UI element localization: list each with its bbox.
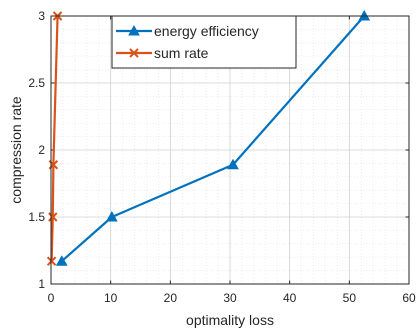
legend-marker — [129, 48, 139, 58]
legend-label-sum-rate: sum rate — [154, 45, 209, 61]
series-line-energy-efficiency — [61, 15, 366, 263]
series-line-sum-rate — [50, 15, 59, 262]
data-point-energy-efficiency — [227, 158, 239, 170]
legend: energy efficiency sum rate — [111, 15, 297, 69]
legend-label-energy-efficiency: energy efficiency — [154, 23, 259, 39]
series-layer — [46, 9, 371, 266]
x-tick-label: 10 — [104, 291, 118, 305]
y-tick-label: 1.5 — [28, 210, 45, 224]
x-marker-stroke — [46, 256, 57, 266]
y-tick-label: 1 — [38, 277, 45, 291]
data-point-energy-efficiency — [55, 255, 68, 266]
x-axis-label: optimality loss — [186, 312, 274, 328]
x-marker-stroke — [129, 48, 139, 58]
x-tick-label: 50 — [343, 291, 357, 305]
x-tick-label: 30 — [223, 291, 237, 305]
y-tick-label: 2 — [38, 143, 45, 157]
x-tick-label: 20 — [164, 291, 178, 305]
x-tick-label: 60 — [402, 291, 416, 305]
x-marker-stroke — [48, 212, 58, 222]
legend-box — [111, 15, 297, 69]
y-tick-label: 2.5 — [28, 76, 45, 90]
legend-marker — [128, 24, 140, 36]
legend-item-energy-efficiency: energy efficiency — [116, 23, 259, 39]
legend-item-sum-rate: sum rate — [116, 45, 209, 61]
y-tick-label: 3 — [38, 9, 45, 23]
x-tick-label: 0 — [48, 291, 55, 305]
data-point-sum-rate — [48, 212, 58, 222]
y-axis-label: compression rate — [8, 96, 24, 204]
data-point-sum-rate — [46, 256, 57, 266]
data-point-energy-efficiency — [106, 210, 118, 222]
x-tick-label: 40 — [283, 291, 297, 305]
